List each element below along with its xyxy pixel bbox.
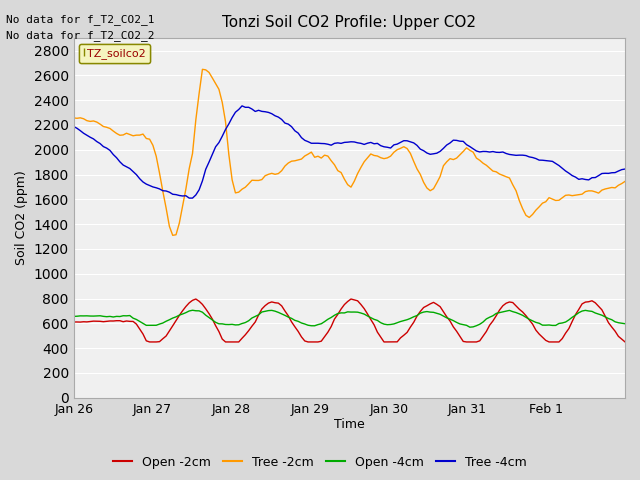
Line: Tree -4cm: Tree -4cm: [74, 106, 625, 198]
Open -4cm: [261, 308, 269, 314]
Open -2cm: [261, 303, 269, 309]
X-axis label: Time: Time: [334, 419, 365, 432]
Open -2cm: [390, 339, 397, 345]
Tree -4cm: [264, 109, 272, 115]
Tree -4cm: [169, 192, 177, 197]
Open -4cm: [515, 311, 523, 317]
Tree -2cm: [264, 171, 272, 177]
Tree -2cm: [621, 179, 629, 184]
Tree -4cm: [400, 138, 408, 144]
Open -2cm: [347, 296, 355, 302]
Open -4cm: [169, 315, 177, 321]
Open -2cm: [621, 339, 629, 345]
Line: Open -4cm: Open -4cm: [74, 310, 625, 327]
Tree -2cm: [400, 144, 408, 150]
Legend: Open -2cm, Tree -2cm, Open -4cm, Tree -4cm: Open -2cm, Tree -2cm, Open -4cm, Tree -4…: [108, 451, 532, 474]
Tree -4cm: [515, 152, 523, 158]
Tree -2cm: [70, 115, 77, 121]
Tree -2cm: [235, 189, 243, 195]
Tree -2cm: [515, 198, 523, 204]
Open -2cm: [70, 319, 77, 325]
Open -2cm: [515, 306, 523, 312]
Open -4cm: [621, 321, 629, 326]
Tree -4cm: [186, 195, 193, 201]
Line: Tree -2cm: Tree -2cm: [74, 69, 625, 235]
Open -2cm: [146, 339, 154, 345]
Y-axis label: Soil CO2 (ppm): Soil CO2 (ppm): [15, 170, 28, 265]
Tree -2cm: [198, 66, 206, 72]
Title: Tonzi Soil CO2 Profile: Upper CO2: Tonzi Soil CO2 Profile: Upper CO2: [222, 15, 476, 30]
Tree -4cm: [70, 124, 77, 130]
Open -2cm: [232, 339, 239, 345]
Tree -2cm: [172, 232, 180, 238]
Open -2cm: [172, 318, 180, 324]
Text: No data for f_T2_CO2_1: No data for f_T2_CO2_1: [6, 13, 155, 24]
Open -4cm: [70, 313, 77, 319]
Tree -4cm: [238, 103, 246, 109]
Open -4cm: [397, 319, 404, 324]
Tree -2cm: [390, 149, 397, 155]
Open -4cm: [232, 322, 239, 328]
Open -4cm: [189, 307, 196, 313]
Tree -4cm: [390, 142, 397, 148]
Open -2cm: [400, 332, 408, 338]
Line: Open -2cm: Open -2cm: [74, 299, 625, 342]
Open -4cm: [387, 322, 394, 327]
Legend: TZ_soilco2: TZ_soilco2: [79, 44, 150, 63]
Tree -4cm: [621, 166, 629, 172]
Text: No data for f_T2_CO2_2: No data for f_T2_CO2_2: [6, 30, 155, 41]
Tree -4cm: [232, 109, 239, 115]
Open -4cm: [466, 324, 474, 330]
Tree -2cm: [169, 232, 177, 238]
